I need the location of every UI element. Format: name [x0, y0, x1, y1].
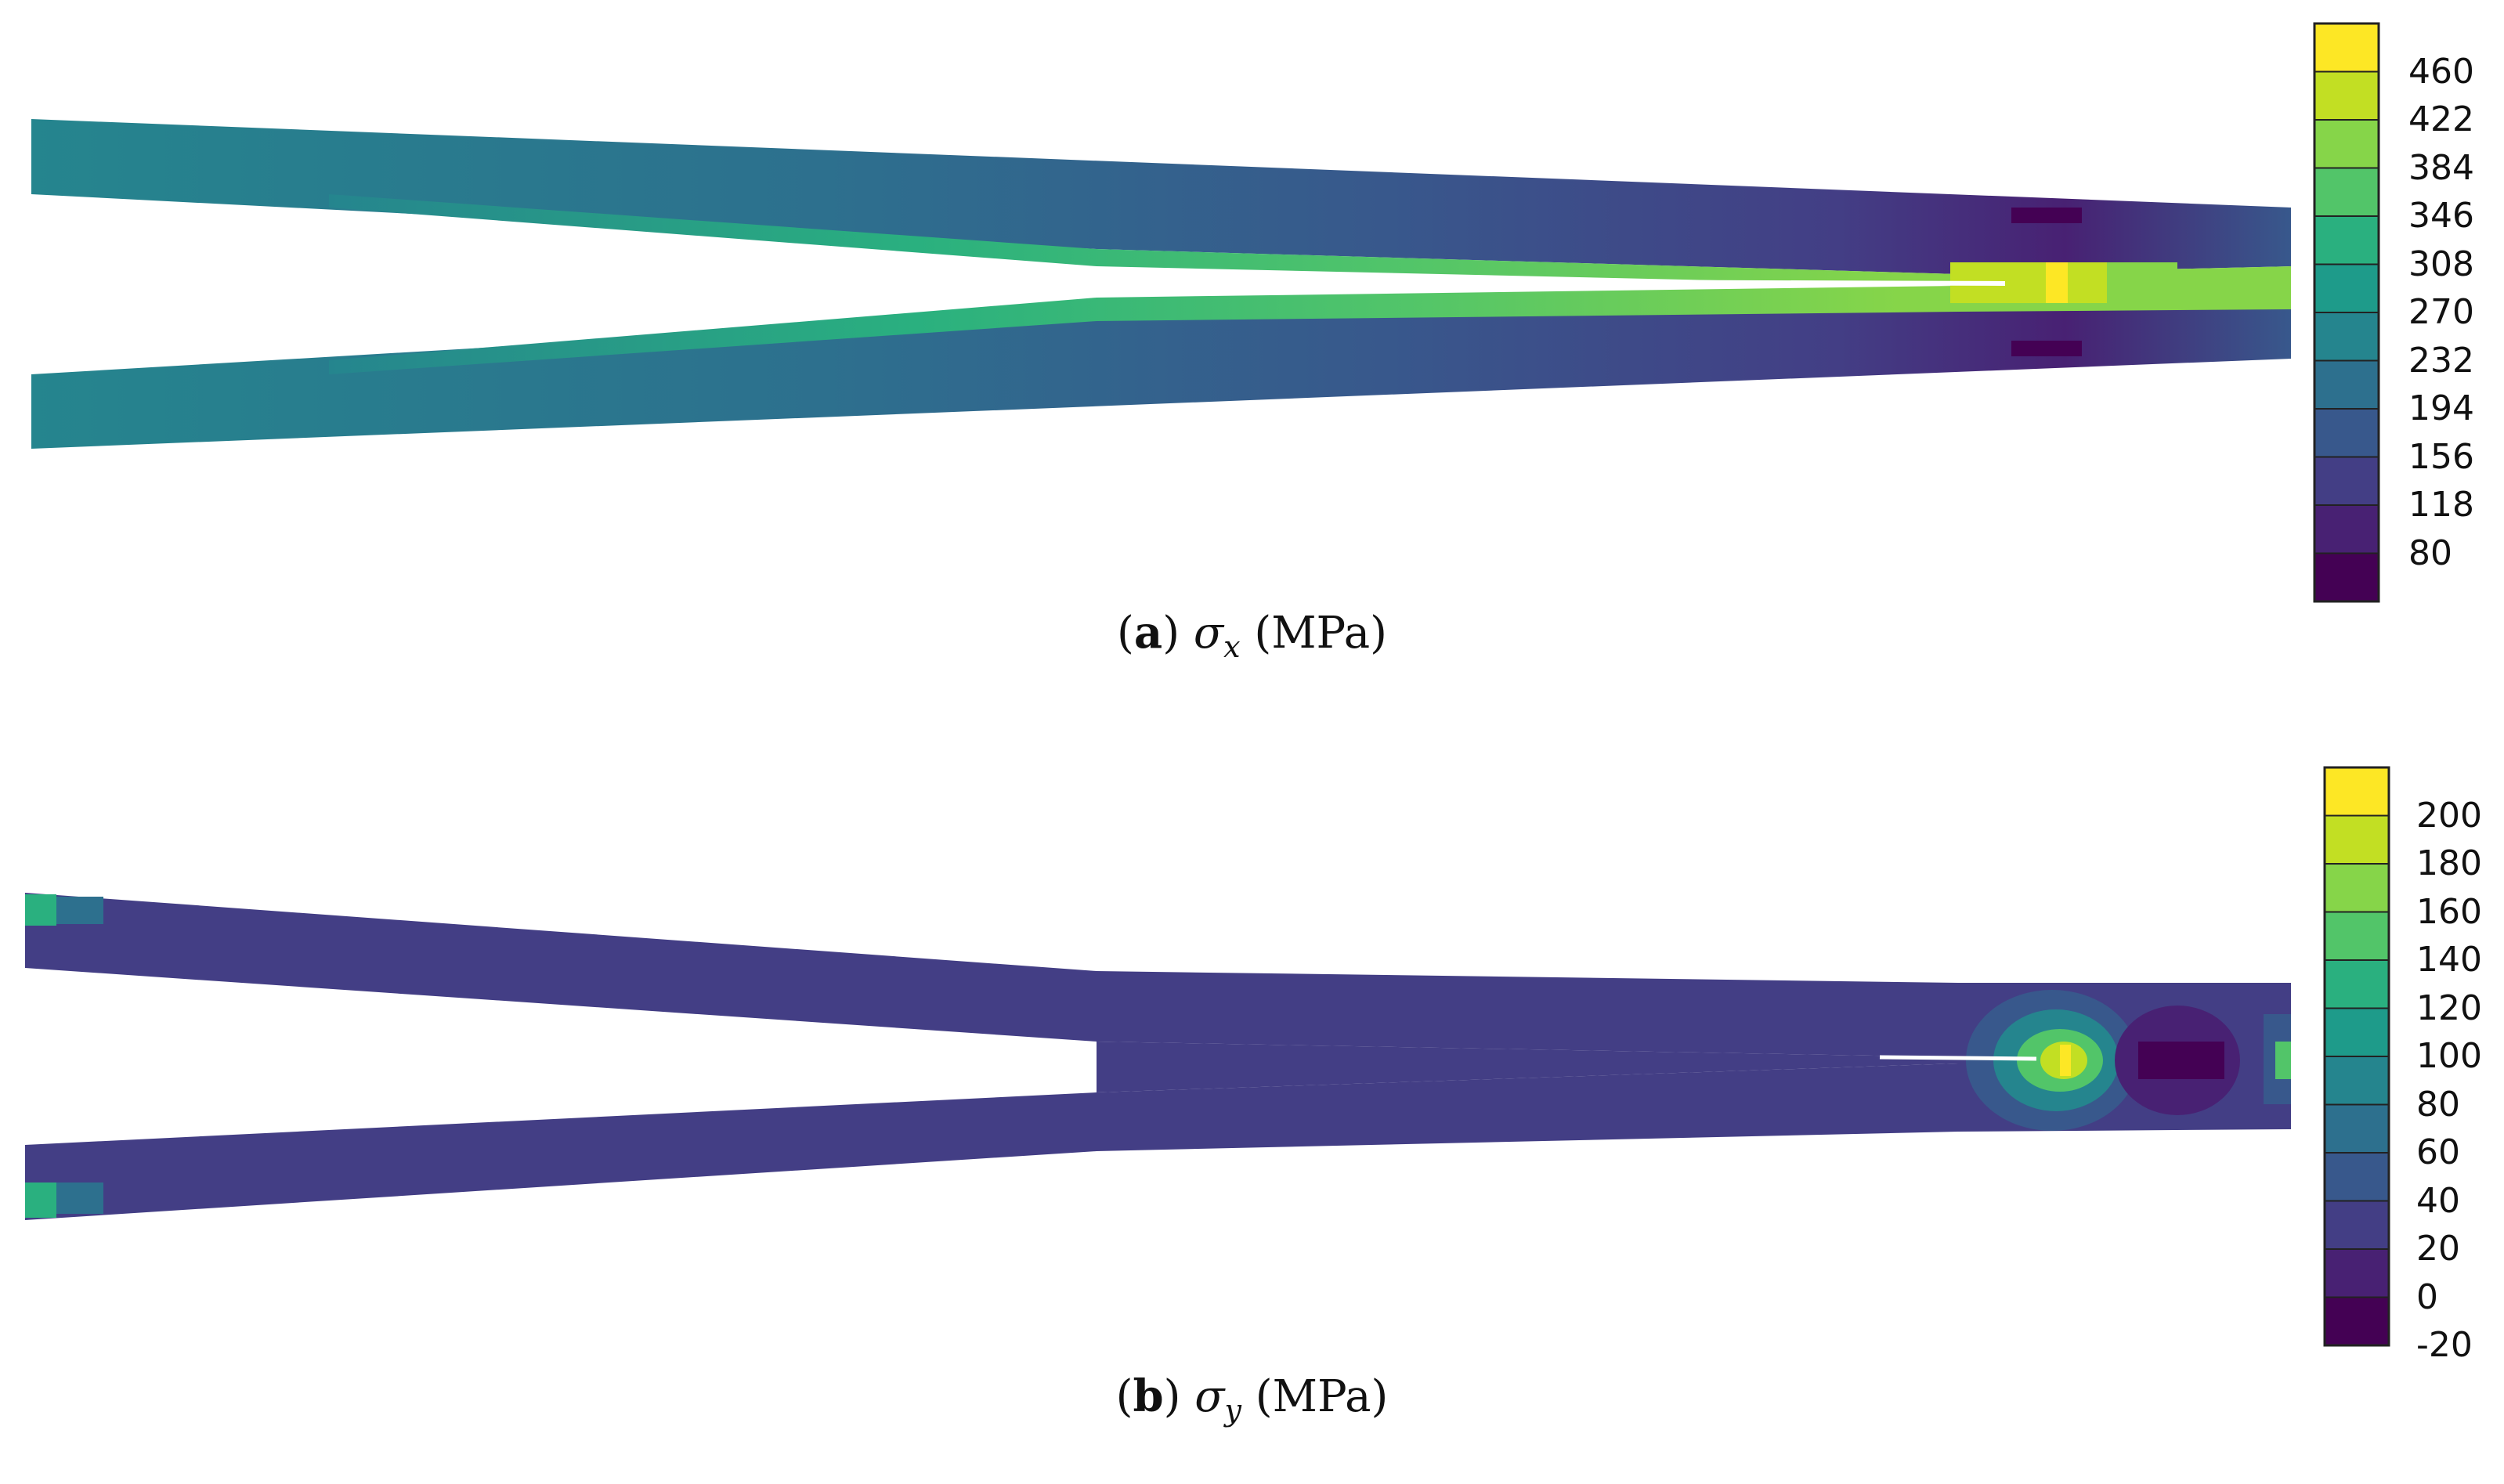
lower-beam: [25, 1063, 2291, 1220]
colorbar-swatch: [2325, 1008, 2389, 1056]
caption-b-unit: (MPa): [1255, 1371, 1389, 1422]
upper-left-halo: [56, 897, 103, 924]
colorbar-tick-label: 80: [2408, 533, 2452, 573]
colorbar-tick-label: 422: [2408, 99, 2474, 139]
crack-fill: [1097, 1042, 2291, 1092]
panel-sigma-y: 200 180 160 140 120 100 80 60 40 20 0 -20 (b) σy (M…: [0, 744, 2504, 1484]
crack-tip-tail: [2107, 262, 2177, 303]
colorbar-frame: [2313, 22, 2380, 603]
colorbar-swatch: [2325, 1297, 2389, 1345]
colorbar-swatch: [2325, 912, 2389, 960]
colorbar-swatch: [2314, 360, 2379, 409]
colorbar-tick-label: 384: [2408, 147, 2474, 188]
colorbar-tick-label: -20: [2416, 1325, 2473, 1365]
colorbar-tick-label: 194: [2408, 388, 2474, 428]
colorbar-sigma-x: [2313, 22, 2380, 603]
colorbar-swatch: [2314, 312, 2379, 361]
colorbar-swatch: [2314, 457, 2379, 505]
colorbar-tick-label: 0: [2416, 1276, 2438, 1317]
sigma-x-contour-plot: [31, 22, 2380, 603]
lower-beam-inner-band: [329, 286, 2291, 374]
colorbar-tick-label: 270: [2408, 292, 2474, 332]
colorbar-swatch: [2314, 409, 2379, 457]
lower-left-halo: [56, 1183, 103, 1214]
colorbar-tick-label: 120: [2416, 988, 2482, 1028]
colorbar-tick-label: 156: [2408, 436, 2474, 477]
upper-compression-spot: [2011, 208, 2082, 223]
colorbar-frame: [2323, 766, 2390, 1347]
lower-compression-spot: [2011, 341, 2082, 356]
colorbar-swatch: [2314, 553, 2379, 601]
colorbar-swatch: [2325, 1056, 2389, 1105]
colorbar-tick-label: 40: [2416, 1180, 2460, 1221]
colorbar-tick-label: 180: [2416, 843, 2482, 883]
caption-a-letter: a: [1133, 607, 1163, 659]
colorbar-tick-label: 308: [2408, 244, 2474, 284]
caption-a-unit: (MPa): [1254, 608, 1387, 659]
tip-peak-core: [2060, 1045, 2071, 1076]
crack-tip-peak: [2046, 262, 2068, 303]
colorbar-swatch: [2314, 23, 2379, 72]
lower-left-hotspot: [25, 1183, 56, 1218]
colorbar-swatch: [2314, 264, 2379, 312]
caption-b: (b) σy (MPa): [1115, 1370, 1389, 1428]
caption-a-symbol: σ: [1193, 608, 1224, 659]
colorbar-swatch: [2325, 1104, 2389, 1153]
caption-b-letter: b: [1133, 1370, 1164, 1422]
right-edge-spot: [2275, 1042, 2291, 1079]
colorbar-tick-label: 20: [2416, 1229, 2460, 1269]
upper-beam: [25, 893, 2291, 1057]
colorbar-swatch: [2325, 960, 2389, 1009]
caption-a-subscript: x: [1223, 630, 1241, 665]
compression-core: [2138, 1042, 2224, 1079]
colorbar-swatch: [2314, 71, 2379, 120]
colorbar-swatch: [2314, 505, 2379, 554]
colorbar-swatch: [2325, 1153, 2389, 1201]
colorbar-swatch: [2314, 168, 2379, 216]
caption-a: (a) σx (MPa): [1117, 607, 1387, 665]
crack-line: [1879, 1055, 2037, 1061]
colorbar-tick-label: 460: [2408, 51, 2474, 92]
colorbar-sigma-y: [2323, 766, 2390, 1347]
colorbar-tick-label: 60: [2416, 1132, 2460, 1172]
crack-line: [861, 277, 2006, 286]
lower-beam: [31, 290, 2291, 449]
colorbar-swatch: [2314, 216, 2379, 265]
sigma-y-contour-plot: [25, 766, 2390, 1347]
colorbar-swatch: [2325, 1249, 2389, 1298]
colorbar-swatch: [2325, 864, 2389, 912]
colorbar-tick-label: 100: [2416, 1036, 2482, 1076]
colorbar-swatch: [2325, 815, 2389, 864]
colorbar-tick-label: 80: [2416, 1084, 2460, 1125]
colorbar-tick-label: 160: [2416, 891, 2482, 932]
colorbar-tick-label: 118: [2408, 485, 2474, 525]
colorbar-swatch: [2325, 1201, 2389, 1249]
caption-b-symbol: σ: [1194, 1371, 1225, 1422]
panel-sigma-x: 460 422 384 346 308 270 232 194 156 118 80 (a) σx …: [31, 22, 2474, 665]
upper-left-hotspot: [25, 894, 56, 926]
upper-beam: [31, 119, 2291, 274]
colorbar-tick-label: 232: [2408, 340, 2474, 381]
caption-b-subscript: y: [1224, 1393, 1241, 1428]
colorbar-tick-label: 140: [2416, 940, 2482, 980]
colorbar-tick-label: 346: [2408, 196, 2474, 236]
crack-tip-shoulder: [2068, 262, 2107, 303]
colorbar-swatch: [2314, 120, 2379, 168]
colorbar-swatch: [2325, 767, 2389, 816]
colorbar-tick-label: 200: [2416, 795, 2482, 836]
